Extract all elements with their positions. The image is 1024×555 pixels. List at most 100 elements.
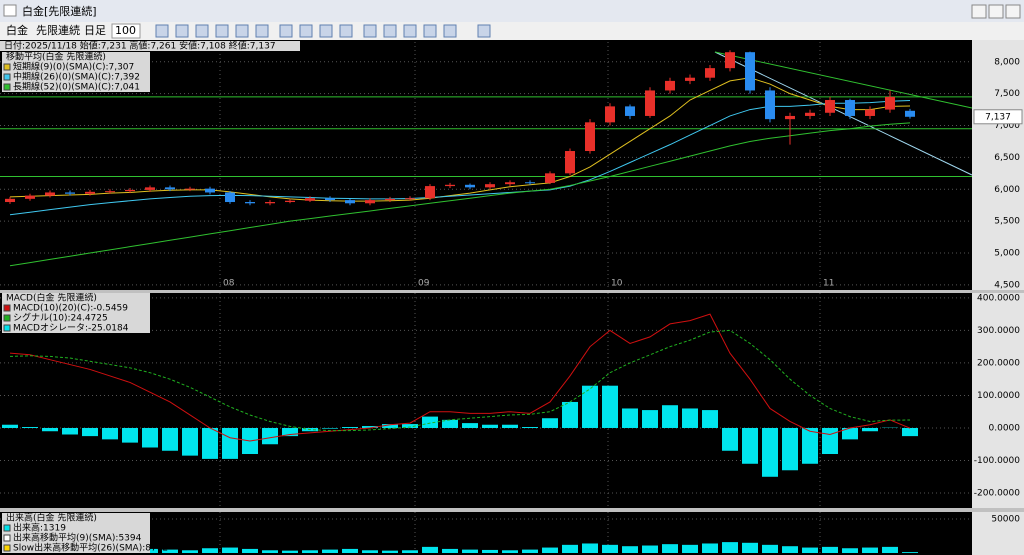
candle-body [205,188,215,193]
legend-label: 出来高:1319 [13,522,66,534]
value-axis [972,40,1024,555]
y-tick-label: 0.0000 [989,423,1021,433]
oscillator-bar [462,423,478,428]
x-tick-label: 09 [418,279,430,289]
oscillator-bar [362,426,378,428]
oscillator-bar [702,410,718,428]
candle-body [165,187,175,190]
candle-body [325,198,335,201]
y-tick-label: -100.0000 [974,456,1020,466]
volume-bar [522,549,538,553]
series-line [9,122,911,267]
trend-line [714,51,973,109]
volume-bar [622,546,638,553]
x-tick-label: 08 [223,279,235,289]
oscillator-bar [442,419,458,428]
legend-label: 中期線(26)(0)(SMA)(C):7,392 [13,71,140,83]
legend-box [2,293,150,333]
macd-panel [0,293,972,508]
candle-body [525,182,535,184]
candle-body [65,192,75,194]
candle-body [545,173,555,183]
oscillator-bar [542,418,558,428]
toolbar-icons[interactable] [155,24,491,38]
volume-bar [182,550,198,553]
candle-body [785,115,795,120]
contract-menu[interactable]: 先限連続 [36,23,80,37]
volume-bar [422,546,438,553]
candle-body [805,112,815,116]
oscillator-bar [42,427,58,432]
legend-swatch [3,524,11,532]
oscillator-bar [422,416,438,428]
candle-body [25,195,35,199]
volume-bar [702,543,718,553]
oscillator-bar [202,427,218,459]
volume-bar [602,544,618,553]
candle-body [365,200,375,204]
volume-bar [802,547,818,553]
oscillator-bar [22,427,38,428]
last-price-label: 7,137 [985,112,1011,122]
oscillator-bar [342,427,358,428]
oscillator-bar [782,427,798,471]
oscillator-bar [262,427,278,445]
period-menu[interactable]: 日足 [84,24,106,37]
oscillator-bar [182,427,198,456]
volume-bar [882,546,898,553]
volume-bar [402,550,418,553]
legend-label: 出来高移動平均(9)(SMA):5394 [13,532,142,544]
count-input[interactable] [111,23,141,39]
candle-body [905,110,915,117]
volume-bar [242,548,258,553]
candle-body [565,151,575,174]
maximize-button[interactable] [988,4,1004,19]
volume-bar [262,550,278,553]
candle-body [705,68,715,78]
oscillator-bar [82,427,98,437]
volume-bar [562,544,578,553]
minimize-button[interactable] [971,4,987,19]
candle-body [865,109,875,116]
candle-body [85,191,95,194]
oscillator-bar [842,427,858,440]
candle-body [305,198,315,201]
volume-bar [482,549,498,553]
info-box [0,41,300,51]
legend-swatch [3,534,11,542]
volume-bar [542,547,558,553]
oscillator-bar [822,427,838,455]
symbol-menu[interactable]: 白金 [6,23,28,37]
oscillator-bar [402,424,418,428]
oscillator-bar [382,424,398,428]
candle-body [465,184,475,188]
oscillator-bar [2,424,18,428]
candle-body [185,188,195,190]
candle-body [265,202,275,204]
legend-swatch [3,324,11,332]
series-line [9,100,911,216]
panel-divider [0,508,1024,512]
y-tick-label: 4,500 [994,280,1020,290]
app-icon [3,4,17,17]
oscillator-bar [122,427,138,443]
series-line [9,77,911,202]
candle-body [725,52,735,69]
y-tick-label: 8,000 [994,57,1020,67]
candle-body [125,189,135,192]
legend-swatch [3,304,11,312]
candle-body [645,90,655,116]
volume-bar [902,552,918,553]
candle-body [285,200,295,203]
info-line: 日付:2025/11/18 始値:7,231 高値:7,261 安値:7,108… [4,40,276,52]
oscillator-bar [742,427,758,464]
oscillator-bar [642,410,658,428]
volume-bar [502,550,518,553]
close-button[interactable] [1005,4,1021,19]
y-tick-label: 5,000 [994,249,1020,259]
candle-body [885,96,895,110]
oscillator-bar [562,401,578,428]
window-buttons[interactable] [971,4,1021,19]
